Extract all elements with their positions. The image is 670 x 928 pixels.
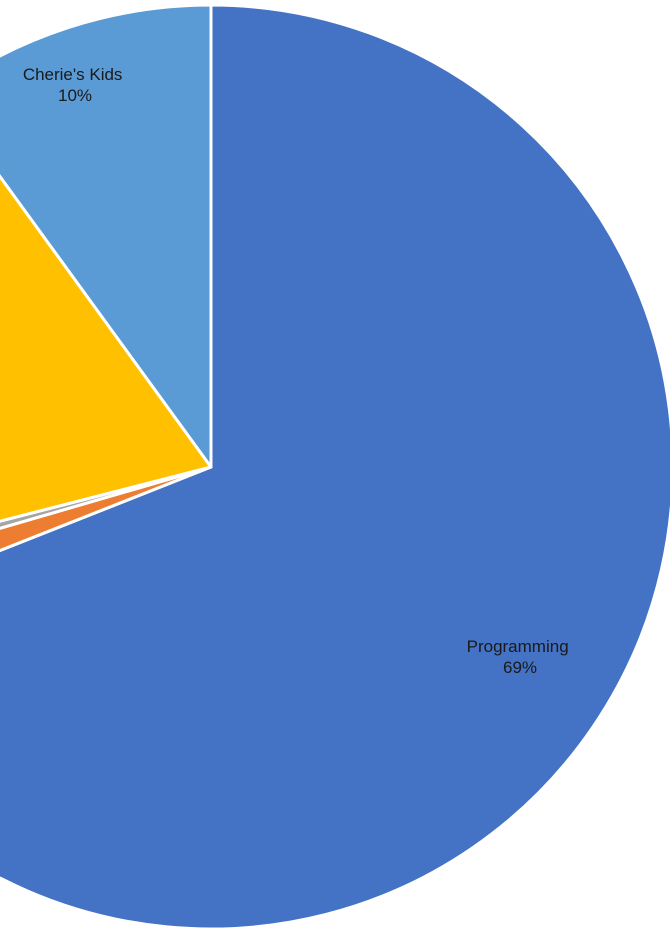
pie-slice-4 (0, 174, 213, 523)
pie-slices (0, 3, 670, 928)
pie-slice-3 (0, 465, 213, 530)
slice-label-programming-name: Programming (467, 637, 569, 656)
slice-label-cheries-kids: Cherie's Kids 10% (23, 65, 127, 105)
pie-slice-5 (0, 3, 213, 469)
pie-slice-1 (0, 3, 670, 928)
slice-label-cheries-kids-percent: 10% (58, 86, 92, 105)
slice-labels: Programming 69% Cherie's Kids 10% (23, 65, 574, 677)
slice-label-programming: Programming 69% (467, 637, 574, 677)
slice-label-cheries-kids-name: Cherie's Kids (23, 65, 123, 84)
slice-label-programming-percent: 69% (503, 658, 537, 677)
